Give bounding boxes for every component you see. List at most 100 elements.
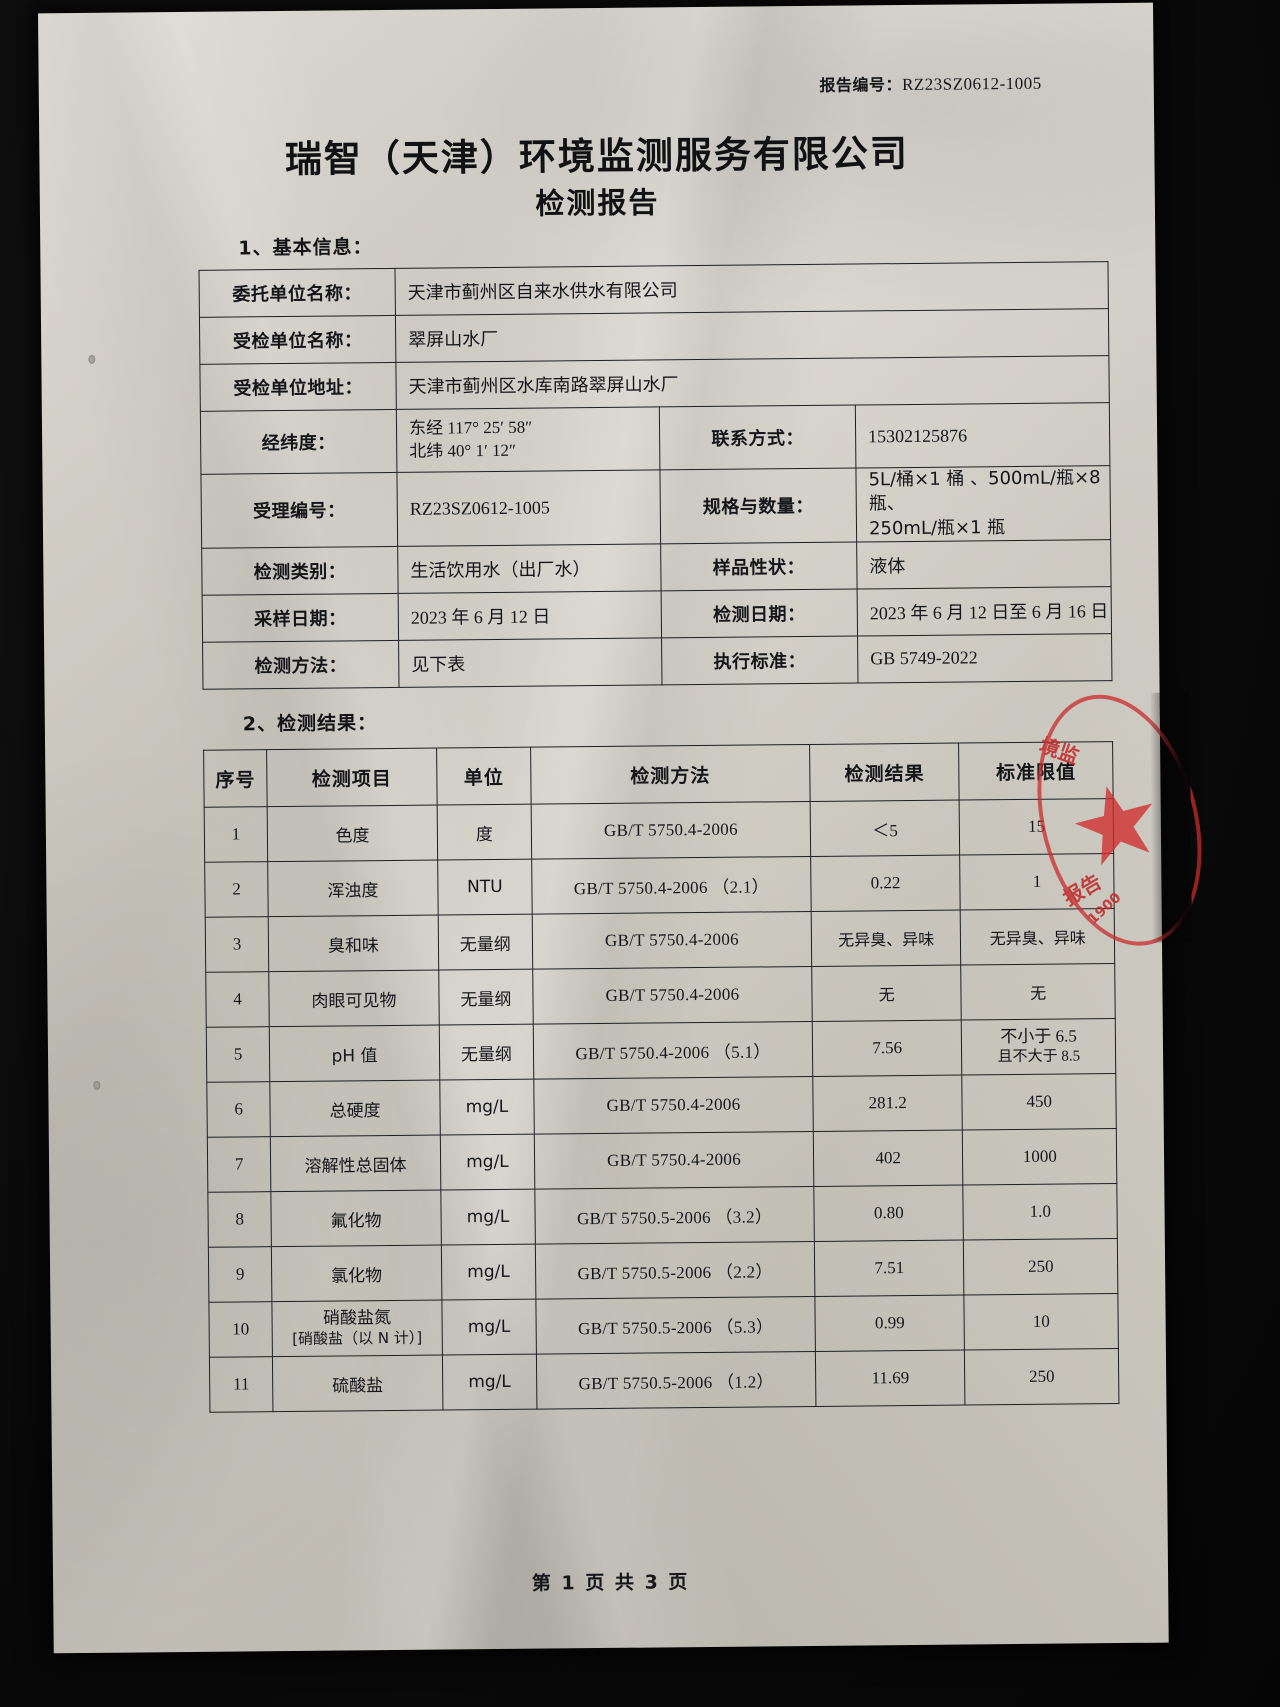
cell-limit: 250 <box>964 1348 1119 1406</box>
cell-result: 7.56 <box>812 1020 963 1077</box>
cell-limit: 1000 <box>962 1128 1117 1186</box>
coordinates-label: 经纬度： <box>200 409 397 475</box>
contact-label: 联系方式： <box>659 405 856 470</box>
cell-result: 7.51 <box>814 1240 965 1297</box>
stamp-edge-mask <box>1149 692 1192 943</box>
address-value: 天津市蓟州区水库南路翠屏山水厂 <box>395 355 1110 410</box>
cell-method: GB/T 5750.4-2006 （5.1） <box>533 1021 813 1080</box>
sampling-date-label: 采样日期： <box>202 593 399 643</box>
cell-item: 氟化物 <box>271 1190 442 1247</box>
scanned-report-page: 报告编号：RZ23SZ0612-1005 瑞智（天津）环境监测服务有限公司 检测… <box>38 2 1228 1654</box>
inspected-unit-value-text: 翠屏山水厂 <box>408 328 499 351</box>
punch-hole-mark-2 <box>93 1080 101 1090</box>
table-row: 4 肉眼可见物 无量纲 GB/T 5750.4-2006 无 无 <box>205 963 1116 1028</box>
table-row: 2 浑浊度 NTU GB/T 5750.4-2006 （2.1） 0.22 1 <box>204 853 1115 918</box>
cell-limit: 10 <box>964 1293 1119 1351</box>
cell-unit: mg/L <box>441 1244 536 1301</box>
results-table: 序号 检测项目 单位 检测方法 检测结果 标准限值 1 色度度 GB/T 5750.… <box>203 741 1119 1413</box>
coordinates-longitude: 东经 117° 25′ 58″ <box>408 417 533 438</box>
test-category-value: 生活饮用水（出厂水） <box>397 543 662 594</box>
test-date-label: 检测日期： <box>661 588 858 638</box>
section-heading-basic-info: 1、基本信息： <box>238 236 373 260</box>
standard-label: 执行标准： <box>661 635 858 685</box>
table-row: 6 总硬度 mg/L GB/T 5750.4-2006 281.2 450 <box>206 1073 1117 1138</box>
cell-unit: mg/L <box>441 1299 537 1356</box>
column-header-no: 序号 <box>203 749 268 808</box>
cell-limit: 无异臭、异味 <box>960 908 1115 966</box>
test-method-value: 见下表 <box>398 637 662 688</box>
cell-result: 无 <box>811 965 962 1022</box>
cell-result: 0.99 <box>814 1295 965 1352</box>
cell-no: 3 <box>205 916 269 973</box>
cell-item: 硝酸盐氮 [硝酸盐（以 N 计）] <box>272 1300 443 1357</box>
cell-item: 氯化物 <box>271 1245 442 1302</box>
cell-unit: 无量纲 <box>438 969 534 1026</box>
sample-state-label: 样品性状： <box>660 541 858 591</box>
cell-unit: NTU <box>437 859 533 916</box>
cell-item: 色度 <box>267 805 438 862</box>
report-number-label: 报告编号： <box>819 75 903 95</box>
test-date-value: 2023 年 6 月 12 日至 6 月 16 日 <box>857 586 1112 636</box>
cell-result: 402 <box>813 1130 964 1187</box>
cell-unit: mg/L <box>440 1189 536 1246</box>
table-row: 检测方法： 见下表 执行标准： GB 5749-2022 <box>202 633 1112 690</box>
table-row: 3 臭和味 无量纲 GB/T 5750.4-2006 无异臭、异味 无异臭、异味 <box>205 908 1115 973</box>
cell-method: GB/T 5750.5-2006 （3.2） <box>534 1186 815 1245</box>
cell-limit: 不小于 6.5 且不大于 8.5 <box>961 1018 1116 1076</box>
sampling-date-value: 2023 年 6 月 12 日 <box>398 590 662 641</box>
sample-state-value-text: 液体 <box>869 555 906 578</box>
cell-no: 2 <box>204 861 269 918</box>
page-footer: 第 1 页 共 3 页 <box>531 1571 690 1595</box>
cell-result: 11.69 <box>815 1350 966 1407</box>
cell-unit: mg/L <box>442 1354 537 1411</box>
column-header-result: 检测结果 <box>809 743 960 802</box>
cell-result: 0.80 <box>813 1185 964 1242</box>
cell-limit: 1.0 <box>963 1183 1118 1241</box>
spec-quantity-line2: 250mL/瓶×1 瓶 <box>868 516 1006 539</box>
cell-result-text: 无 <box>878 985 895 1005</box>
table-row: 经纬度： 东经 117° 25′ 58″ 北纬 40° 1′ 12″ 联系方式：… <box>200 402 1110 475</box>
cell-method: GB/T 5750.4-2006 <box>534 1131 814 1190</box>
cell-method: GB/T 5750.4-2006 <box>531 801 811 860</box>
cell-no: 7 <box>207 1136 272 1193</box>
sample-state-value: 液体 <box>856 539 1112 589</box>
address-label: 受检单位地址： <box>199 362 397 412</box>
report-number-value: RZ23SZ0612-1005 <box>901 73 1042 95</box>
test-method-label: 检测方法： <box>202 640 400 690</box>
cell-limit: 250 <box>963 1238 1118 1296</box>
table-row: 10 硝酸盐氮 [硝酸盐（以 N 计）] mg/L GB/T 5750.5-2006 （… <box>208 1293 1119 1358</box>
table-row: 11 硫酸盐 mg/L GB/T 5750.5-2006 （1.2） 11.69 250 <box>209 1348 1119 1413</box>
column-header-unit: 单位 <box>436 747 532 806</box>
cell-item: 硫酸盐 <box>272 1355 443 1412</box>
cell-limit-text: 无异臭、异味 <box>989 928 1086 949</box>
cell-limit: 无 <box>961 963 1116 1021</box>
client-value: 天津市蓟州区自来水供水有限公司 <box>394 261 1109 316</box>
punch-hole-mark-1 <box>88 354 96 364</box>
cell-no: 9 <box>208 1246 273 1303</box>
basic-info-table: 委托单位名称： 天津市蓟州区自来水供水有限公司 受检单位名称： 翠屏山水厂 受检… <box>198 261 1112 690</box>
cell-method: GB/T 5750.5-2006 （1.2） <box>536 1351 816 1410</box>
cell-no: 5 <box>206 1026 270 1083</box>
acceptance-no-label: 受理编号： <box>200 472 398 549</box>
results-table-header-row: 序号 检测项目 单位 检测方法 检测结果 标准限值 <box>203 741 1114 808</box>
test-category-label: 检测类别： <box>201 546 399 596</box>
cell-limit: 1 <box>960 853 1115 911</box>
section-heading-results: 2、检测结果： <box>242 712 378 736</box>
cell-result: 0.22 <box>810 855 961 912</box>
cell-item: 总硬度 <box>269 1080 441 1137</box>
table-row: 7 溶解性总固体 mg/L GB/T 5750.4-2006 402 1000 <box>207 1128 1117 1193</box>
cell-item: 浑浊度 <box>267 860 438 917</box>
cell-result: 281.2 <box>812 1075 963 1132</box>
cell-result-text: 无异臭、异味 <box>838 929 935 950</box>
test-category-value-text: 生活饮用水（出厂水） <box>410 558 591 582</box>
column-header-item: 检测项目 <box>266 748 437 807</box>
table-row: 9 氯化物 mg/L GB/T 5750.5-2006 （2.2） 7.51 250 <box>208 1238 1118 1303</box>
client-label: 委托单位名称： <box>198 268 396 318</box>
client-value-text: 天津市蓟州区自来水供水有限公司 <box>407 280 678 304</box>
inspected-unit-value: 翠屏山水厂 <box>395 308 1109 363</box>
cell-unit: mg/L <box>440 1134 535 1191</box>
cell-result: 无异臭、异味 <box>811 910 962 967</box>
spec-quantity-label: 规格与数量： <box>659 468 857 544</box>
address-value-text: 天津市蓟州区水库南路翠屏山水厂 <box>408 374 679 398</box>
cell-no: 4 <box>205 971 270 1028</box>
